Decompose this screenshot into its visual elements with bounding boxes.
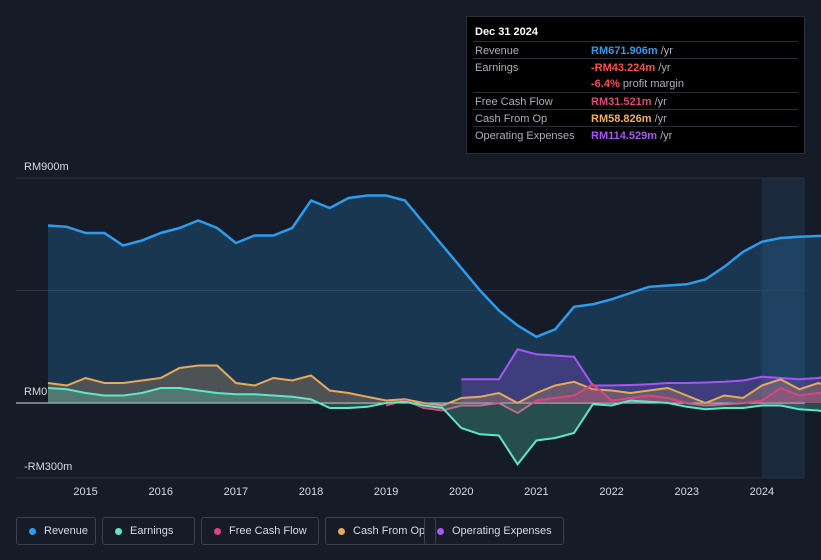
cfo-dot-icon — [338, 528, 345, 535]
earnings-dot-icon — [115, 528, 122, 535]
legend-item-operating-expenses[interactable]: Operating Expenses — [424, 517, 564, 545]
legend-item-cash-from-op[interactable]: Cash From Op — [325, 517, 436, 545]
x-tick-2015: 2015 — [73, 486, 97, 498]
earnings-line — [47, 387, 821, 467]
operating-expenses-area — [461, 349, 821, 403]
forecast-shade — [761, 178, 805, 478]
free-cash-flow-line — [385, 383, 821, 415]
tooltip-profit-margin: -6.4% profit margin — [591, 78, 684, 90]
operating-expenses-line — [461, 348, 821, 387]
tooltip-row-earnings: Earnings -RM43.224m /yr — [473, 58, 798, 76]
tooltip-row-fcf: Free Cash Flow RM31.521m /yr — [473, 92, 798, 110]
x-tick-2019: 2019 — [374, 486, 398, 498]
revenue-area — [48, 195, 821, 403]
x-tick-2016: 2016 — [148, 486, 172, 498]
legend-item-free-cash-flow[interactable]: Free Cash Flow — [201, 517, 319, 545]
y-axis-label-1: RM0 — [24, 386, 47, 398]
x-tick-2020: 2020 — [449, 486, 473, 498]
revenue-dot-icon — [29, 528, 36, 535]
fcf-dot-icon — [214, 528, 221, 535]
cash-from-op-area — [48, 365, 821, 406]
x-tick-2024: 2024 — [750, 486, 774, 498]
revenue-line — [47, 194, 821, 339]
tooltip-row-opex: Operating Expenses RM114.529m /yr — [473, 126, 798, 144]
x-tick-2022: 2022 — [599, 486, 623, 498]
x-tick-2021: 2021 — [524, 486, 548, 498]
tooltip: Dec 31 2024 Revenue RM671.906m /yr Earni… — [466, 16, 805, 154]
cash-from-op-line — [47, 364, 821, 407]
tooltip-row-revenue: Revenue RM671.906m /yr — [473, 41, 798, 59]
tooltip-row-cfo: Cash From Op RM58.826m /yr — [473, 109, 798, 127]
opex-dot-icon — [437, 528, 444, 535]
legend-item-earnings[interactable]: Earnings — [102, 517, 195, 545]
x-tick-2023: 2023 — [674, 486, 698, 498]
tooltip-date: Dec 31 2024 — [475, 26, 538, 38]
x-tick-2018: 2018 — [299, 486, 323, 498]
y-axis-label-0: RM900m — [24, 161, 69, 173]
x-tick-2017: 2017 — [224, 486, 248, 498]
free-cash-flow-area — [386, 384, 821, 413]
y-axis-label-2: -RM300m — [24, 461, 72, 473]
plot-area — [16, 178, 805, 478]
legend-item-revenue[interactable]: Revenue — [16, 517, 96, 545]
